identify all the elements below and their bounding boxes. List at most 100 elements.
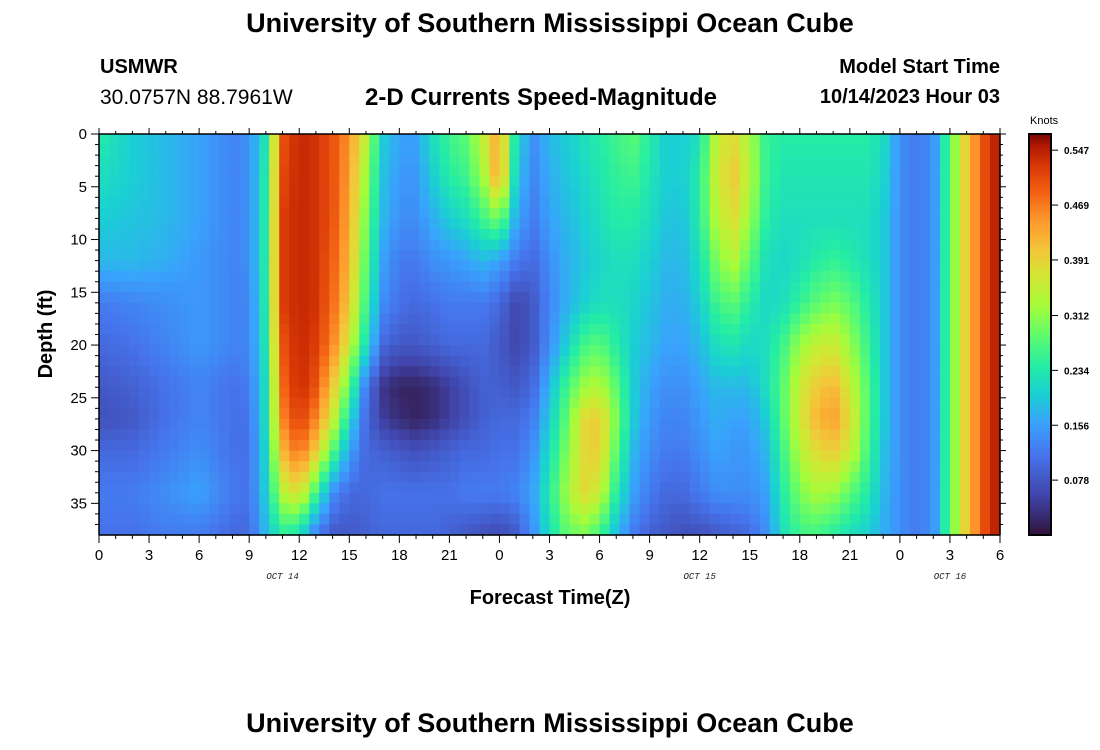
heatmap-cell: [619, 397, 631, 409]
heatmap-cell: [169, 218, 180, 230]
heatmap-cell: [259, 471, 270, 483]
heatmap-cell: [189, 366, 200, 378]
heatmap-cell: [189, 186, 200, 198]
heatmap-cell: [699, 366, 711, 378]
heatmap-cell: [959, 302, 971, 314]
heatmap-cell: [589, 471, 601, 483]
heatmap-cell: [249, 260, 260, 272]
heatmap-cell: [529, 260, 541, 272]
heatmap-cell: [409, 176, 420, 188]
heatmap-cell: [479, 176, 491, 188]
heatmap-cell: [659, 366, 671, 378]
heatmap-cell: [369, 302, 380, 314]
heatmap-cell: [399, 345, 410, 357]
heatmap-cell: [679, 376, 691, 388]
heatmap-cell: [399, 281, 410, 293]
heatmap-cell: [299, 186, 310, 198]
heatmap-cell: [379, 186, 390, 198]
heatmap-cell: [689, 239, 701, 251]
heatmap-cell: [619, 366, 631, 378]
heatmap-cell: [579, 513, 591, 526]
heatmap-cell: [169, 292, 180, 304]
heatmap-cell: [169, 429, 180, 441]
heatmap-cell: [769, 345, 781, 357]
heatmap-cell: [719, 176, 731, 188]
heatmap-cell: [929, 450, 941, 462]
heatmap-cell: [539, 440, 551, 452]
heatmap-cell: [369, 260, 380, 272]
heatmap-cell: [479, 503, 491, 515]
heatmap-cell: [859, 408, 871, 420]
heatmap-cell: [479, 366, 491, 378]
heatmap-cell: [679, 218, 691, 230]
heatmap-cell: [859, 482, 871, 494]
heatmap-cell: [699, 345, 711, 357]
heatmap-cell: [309, 418, 320, 431]
heatmap-cell: [849, 186, 861, 198]
heatmap-cell: [399, 134, 410, 146]
heatmap-cell: [789, 418, 801, 431]
heatmap-cell: [769, 418, 781, 431]
heatmap-cell: [829, 144, 841, 156]
heatmap-cell: [789, 492, 801, 504]
heatmap-cell: [819, 450, 831, 462]
heatmap-cell: [409, 503, 420, 515]
heatmap-cell: [749, 250, 761, 262]
heatmap-cell: [329, 355, 340, 367]
heatmap-cell: [929, 134, 941, 146]
heatmap-cell: [969, 281, 981, 293]
heatmap-cell: [459, 207, 471, 220]
heatmap-cell: [939, 250, 951, 262]
heatmap-cell: [219, 165, 230, 177]
heatmap-cell: [329, 429, 340, 441]
heatmap-cell: [979, 366, 991, 378]
heatmap-cell: [829, 186, 841, 198]
heatmap-cell: [719, 186, 731, 198]
heatmap-cell: [139, 207, 150, 220]
heatmap-cell: [309, 218, 320, 230]
heatmap-cell: [829, 292, 841, 304]
heatmap-cell: [119, 218, 130, 230]
heatmap-cell: [969, 176, 981, 188]
heatmap-cell: [609, 482, 621, 494]
heatmap-cell: [289, 144, 300, 156]
heatmap-cell: [709, 165, 721, 177]
heatmap-cell: [349, 250, 360, 262]
heatmap-cell: [119, 250, 130, 262]
heatmap-cell: [99, 366, 110, 378]
heatmap-cell: [479, 461, 491, 473]
heatmap-cell: [399, 471, 410, 483]
heatmap-cell: [389, 524, 400, 536]
colorbar-tick-label: 0.156: [1064, 421, 1089, 432]
heatmap-cell: [429, 482, 440, 494]
heatmap-cell: [159, 292, 170, 304]
heatmap-cell: [859, 503, 871, 515]
heatmap-cell: [439, 218, 450, 230]
heatmap-cell: [209, 218, 220, 230]
heatmap-cell: [979, 397, 991, 409]
heatmap-cell: [429, 218, 440, 230]
heatmap-cell: [249, 271, 260, 283]
heatmap-cell: [239, 366, 250, 378]
heatmap-cell: [479, 239, 491, 251]
heatmap-cell: [199, 323, 210, 336]
heatmap-cell: [149, 155, 160, 167]
heatmap-cell: [359, 345, 370, 357]
heatmap-cell: [279, 260, 290, 272]
heatmap-cell: [509, 250, 521, 262]
heatmap-cell: [209, 376, 220, 388]
heatmap-cell: [789, 186, 801, 198]
heatmap-cell: [709, 134, 721, 146]
heatmap-cell: [359, 429, 370, 441]
heatmap-cell: [209, 450, 220, 462]
heatmap-cell: [129, 334, 140, 346]
heatmap-cell: [749, 281, 761, 293]
heatmap-cell: [609, 155, 621, 167]
heatmap-cell: [699, 228, 711, 241]
heatmap-cell: [539, 461, 551, 473]
heatmap-cell: [669, 513, 681, 526]
heatmap-cell: [799, 461, 811, 473]
heatmap-cell: [899, 144, 911, 156]
heatmap-cell: [279, 345, 290, 357]
heatmap-cell: [959, 176, 971, 188]
